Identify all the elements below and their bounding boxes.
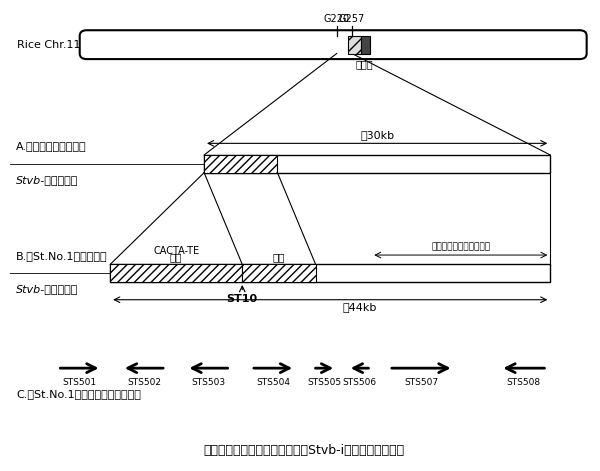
Bar bbox=[348, 36, 361, 54]
Text: C.「St.No.1」における予測遺伝子: C.「St.No.1」における予測遺伝子 bbox=[16, 389, 141, 399]
Text: STS508: STS508 bbox=[507, 378, 541, 387]
Text: STS501: STS501 bbox=[62, 378, 97, 387]
Text: STS504: STS504 bbox=[256, 378, 290, 387]
Bar bbox=[110, 264, 242, 282]
Bar bbox=[204, 155, 277, 173]
Text: CACTA-TE: CACTA-TE bbox=[153, 246, 199, 256]
Text: STS506: STS506 bbox=[343, 378, 377, 387]
Text: STS503: STS503 bbox=[191, 378, 226, 387]
Bar bbox=[204, 155, 550, 173]
Text: G220: G220 bbox=[323, 14, 350, 24]
Text: 動原体: 動原体 bbox=[356, 59, 373, 69]
Text: 約44kb: 約44kb bbox=[343, 302, 377, 312]
Text: 約30kb: 約30kb bbox=[360, 130, 394, 139]
Text: ST10: ST10 bbox=[227, 294, 258, 304]
Bar bbox=[242, 264, 316, 282]
Bar bbox=[361, 36, 370, 54]
Text: STS505: STS505 bbox=[307, 378, 341, 387]
Text: 数塩基単位の変異が点在: 数塩基単位の変異が点在 bbox=[431, 243, 490, 252]
Text: Stvb-遺伝子領域: Stvb-遺伝子領域 bbox=[16, 175, 79, 185]
Text: G257: G257 bbox=[339, 14, 365, 24]
Text: 図．イネ縞葉枯病抵抗性遺伝子Stvb-i領域のゲノム構造: 図．イネ縞葉枯病抵抗性遺伝子Stvb-i領域のゲノム構造 bbox=[203, 444, 404, 456]
Text: Rice Chr.11: Rice Chr.11 bbox=[17, 40, 81, 49]
Text: 置換: 置換 bbox=[272, 252, 285, 262]
Text: 図．イネ縞葉枯病抵抗性遺伝子Stvb-i領域のゲノム構造: 図．イネ縞葉枯病抵抗性遺伝子Stvb-i領域のゲノム構造 bbox=[203, 444, 404, 456]
FancyBboxPatch shape bbox=[80, 30, 587, 59]
Text: Stvb-遺伝子領域: Stvb-遺伝子領域 bbox=[16, 284, 79, 294]
Text: 挿入: 挿入 bbox=[170, 252, 182, 262]
Text: B.「St.No.1」における: B.「St.No.1」における bbox=[16, 251, 108, 260]
Text: A.「日本晴」における: A.「日本晴」における bbox=[16, 141, 87, 151]
Text: STS502: STS502 bbox=[127, 378, 161, 387]
Text: STS507: STS507 bbox=[404, 378, 438, 387]
Bar bbox=[110, 264, 550, 282]
